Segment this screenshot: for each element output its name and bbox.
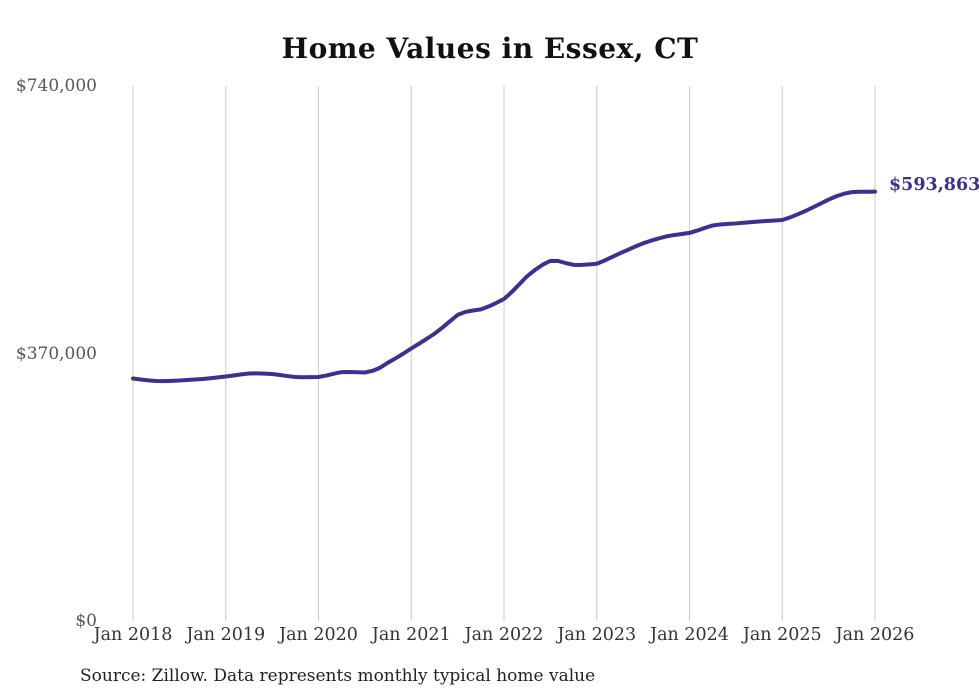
- source-note: Source: Zillow. Data represents monthly …: [80, 666, 596, 686]
- y-tick-label-1: $370,000: [15, 343, 97, 364]
- x-tick-label-jan-2023: Jan 2023: [557, 625, 637, 645]
- x-tick-label-jan-2025: Jan 2025: [742, 625, 822, 645]
- x-tick-label-jan-2021: Jan 2021: [371, 625, 451, 645]
- home-value-line: [131, 189, 877, 384]
- y-tick-label-0: $0: [75, 611, 97, 631]
- x-tick-label-jan-2024: Jan 2024: [650, 625, 729, 645]
- x-tick-label-jan-2026: Jan 2026: [835, 625, 915, 645]
- chart-title: Home Values in Essex, CT: [281, 32, 699, 65]
- x-tick-label-jan-2022: Jan 2022: [464, 625, 544, 645]
- x-tick-label-jan-2019: Jan 2019: [186, 625, 266, 645]
- y-tick-label-2: $740,000: [15, 76, 97, 96]
- latest-value-label: $593,863: [889, 175, 980, 195]
- x-tick-label-jan-2018: Jan 2018: [93, 625, 173, 645]
- x-tick-label-jan-2020: Jan 2020: [279, 625, 358, 645]
